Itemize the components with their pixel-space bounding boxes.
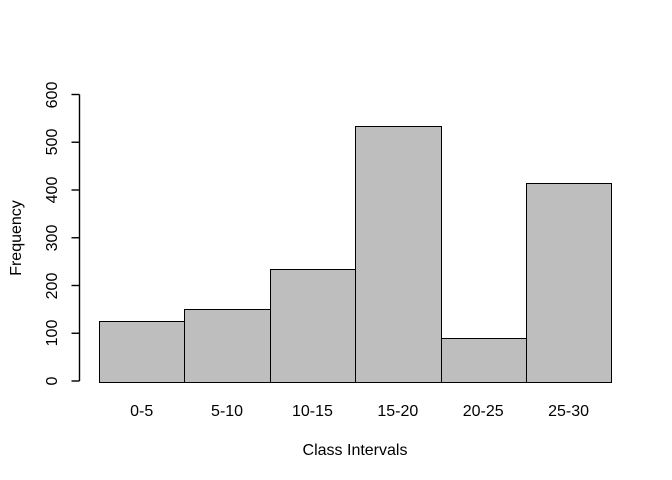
y-tick-label-400: 400 xyxy=(44,176,61,204)
y-tick-label-0: 0 xyxy=(44,376,61,386)
y-tick-label-200: 200 xyxy=(44,272,61,299)
y-tick-label-100: 100 xyxy=(44,319,61,347)
x-tick-label-15-20: 15-20 xyxy=(377,403,419,420)
histogram-bar-0-5 xyxy=(99,321,185,383)
x-axis-title: Class Intervals xyxy=(302,442,408,459)
y-tick-label-600: 600 xyxy=(44,81,61,108)
x-tick-label-5-10: 5-10 xyxy=(211,403,244,420)
histogram-bar-20-25 xyxy=(441,338,527,383)
x-tick-label-0-5: 0-5 xyxy=(130,403,154,420)
histogram-bar-25-30 xyxy=(526,183,612,383)
histogram-bar-10-15 xyxy=(270,269,356,383)
histogram-bar-5-10 xyxy=(184,309,271,383)
y-tick-label-500: 500 xyxy=(44,128,61,156)
x-tick-label-10-15: 10-15 xyxy=(291,403,333,420)
x-tick-label-20-25: 20-25 xyxy=(462,403,504,420)
x-tick-label-25-30: 25-30 xyxy=(548,403,590,420)
y-tick-label-300: 300 xyxy=(44,224,61,252)
y-axis-title: Frequency xyxy=(8,200,25,276)
histogram-bar-15-20 xyxy=(355,126,442,383)
